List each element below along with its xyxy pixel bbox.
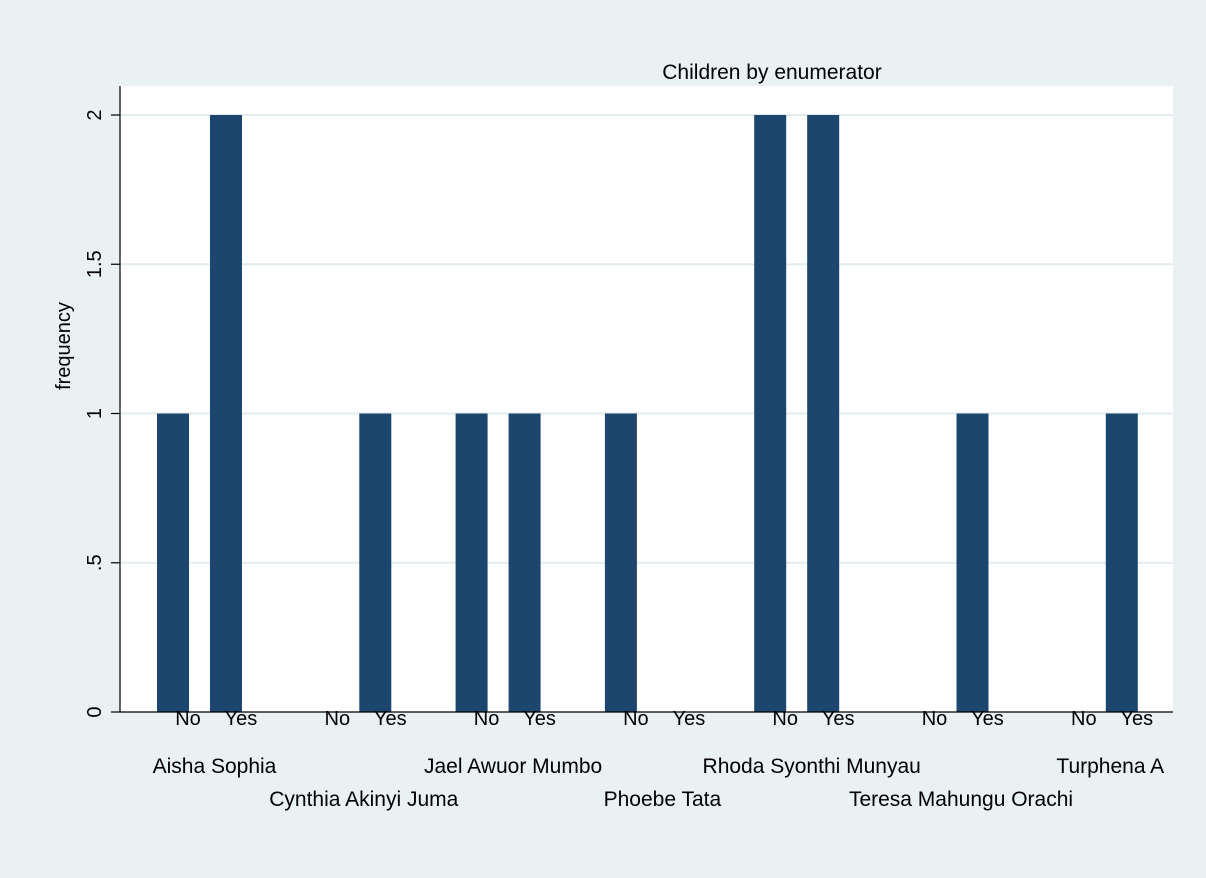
gridlines [120,114,1173,564]
chart-title: Children by enumerator [662,61,881,84]
x-subcategory-label: No [474,708,500,730]
y-tick-label: 1.5 [84,250,106,278]
x-group-label: Phoebe Tata [604,788,722,811]
plot-area [120,86,1173,712]
x-group-label: Turphena A [1056,755,1164,778]
bar [956,413,989,712]
y-tick-label: 2 [84,109,106,120]
x-subcategory-label: Yes [822,708,855,730]
x-group-label: Teresa Mahungu Orachi [849,788,1073,811]
x-tick-labels: No Yes Aisha Sophia No Yes Cynthia Akinyi Jum… [153,708,1165,811]
y-tick-label: 0 [84,706,106,717]
x-subcategory-label: Yes [1120,708,1153,730]
bar [359,413,392,712]
x-subcategory-label: Yes [673,708,706,730]
bars [157,115,1138,712]
y-axis-label: frequency [53,302,75,390]
x-subcategory-label: Yes [971,708,1004,730]
x-subcategory-label: Yes [523,708,556,730]
x-group-label: Aisha Sophia [153,755,277,778]
y-tick-label: 1 [84,408,106,419]
x-group-label: Rhoda Syonthi Munyau [703,755,921,778]
x-subcategory-label: No [772,708,798,730]
bar [604,413,637,712]
x-subcategory-label: No [1071,708,1097,730]
y-ticks: 0 .5 1 1.5 2 [84,109,120,718]
bar [210,115,242,712]
x-subcategory-label: No [325,708,351,730]
x-subcategory-label: Yes [374,708,407,730]
bar [754,115,787,712]
bar [807,115,840,712]
x-group-label: Jael Awuor Mumbo [424,755,602,778]
x-subcategory-label: No [175,708,201,730]
bar [1105,413,1138,712]
bar [157,413,189,712]
x-subcategory-label: No [922,708,948,730]
x-subcategory-label: No [623,708,649,730]
y-tick-label: .5 [84,554,106,571]
bar [508,413,541,712]
bar [455,413,488,712]
x-group-label: Cynthia Akinyi Juma [269,788,458,811]
x-subcategory-label: Yes [225,708,258,730]
